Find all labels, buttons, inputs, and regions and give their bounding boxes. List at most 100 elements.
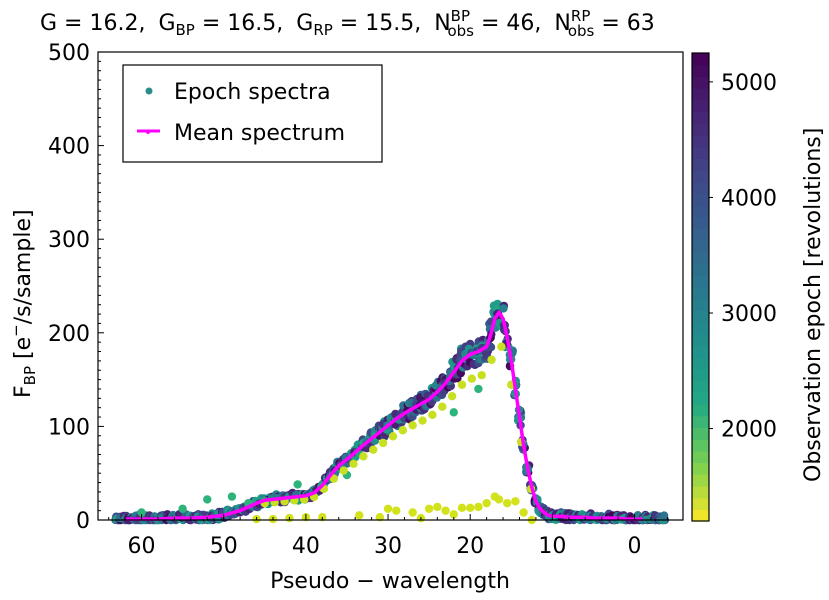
colorbar-tick-label: 2000 (721, 418, 777, 443)
colorbar-segment (692, 205, 709, 218)
colorbar-segment (692, 123, 709, 136)
epoch-point-outlier (424, 504, 434, 513)
colorbar-segment (692, 170, 709, 183)
epoch-point (418, 416, 427, 425)
colorbar-segment (692, 509, 709, 522)
colorbar-segment (692, 497, 709, 510)
colorbar-tick-label: 3000 (721, 302, 777, 327)
colorbar-segment (692, 322, 709, 335)
legend-mean-dot (146, 130, 150, 134)
colorbar-segment (692, 158, 709, 171)
colorbar-segment (692, 146, 709, 159)
colorbar-segment (692, 427, 709, 440)
colorbar-segment (692, 485, 709, 499)
epoch-point (293, 480, 302, 489)
legend-epoch-label: Epoch spectra (174, 80, 331, 105)
y-tick-label: 200 (48, 322, 90, 347)
y-tick-label: 300 (48, 228, 90, 253)
colorbar-segment (692, 474, 709, 487)
colorbar-tick-label: 5000 (721, 71, 777, 96)
colorbar-frame (691, 52, 710, 522)
colorbar-segment (692, 193, 709, 206)
legend-mean-label: Mean spectrum (174, 121, 345, 146)
colorbar-segment (692, 298, 709, 311)
epoch-point (477, 371, 486, 380)
epoch-point (438, 402, 447, 411)
epoch-point (388, 432, 398, 441)
colorbar-segment (692, 251, 709, 265)
x-tick-label: 0 (628, 534, 642, 559)
colorbar-segment (692, 462, 709, 475)
epoch-point-outlier (457, 503, 467, 513)
x-tick-label: 20 (456, 534, 484, 559)
y-axis-title: FBP [e−/s/sample] (7, 209, 39, 398)
epoch-point (349, 459, 358, 469)
epoch-point (408, 421, 417, 430)
colorbar-segment (692, 111, 709, 124)
colorbar-segment (692, 310, 709, 323)
epoch-point-outlier (392, 506, 401, 515)
epoch-point (467, 374, 477, 383)
epoch-point (329, 474, 339, 483)
legend: Epoch spectra Mean spectrum (122, 64, 383, 163)
epoch-point (359, 452, 368, 461)
x-tick-label: 10 (538, 534, 566, 559)
colorbar-tick-label: 4000 (721, 186, 777, 211)
colorbar-segment (692, 392, 709, 405)
chart-title: G = 16.2, GBP = 16.5, GRP = 15.5, NBP obs… (40, 7, 655, 40)
epoch-point-outlier (383, 504, 393, 513)
colorbar-segment (692, 99, 709, 113)
epoch-point (487, 355, 496, 364)
colorbar-segment (692, 88, 709, 101)
colorbar: 2000 3000 4000 5000 (691, 52, 777, 522)
colorbar-segment (692, 333, 709, 347)
colorbar-segment (692, 76, 709, 89)
epoch-point-outlier (474, 502, 483, 512)
epoch-point-outlier (494, 495, 504, 504)
epoch-point (339, 466, 348, 475)
x-axis-title: Pseudo − wavelength (270, 569, 510, 594)
y-tick-label: 400 (48, 135, 90, 160)
x-tick-label: 40 (292, 534, 320, 559)
y-tick-label: 100 (48, 415, 90, 440)
epoch-point (227, 492, 237, 501)
epoch-point (137, 508, 146, 517)
epoch-point (203, 495, 212, 504)
epoch-point (474, 384, 483, 394)
y-tick-label: 0 (76, 509, 90, 534)
colorbar-title: Observation epoch [revolutions] (801, 128, 826, 482)
epoch-point (499, 304, 508, 313)
epoch-point (497, 342, 506, 351)
epoch-point-outlier (519, 508, 528, 517)
x-tick-label: 60 (128, 534, 156, 559)
colorbar-segment (692, 357, 709, 370)
colorbar-segment (692, 240, 709, 253)
epoch-point-outlier (433, 502, 442, 512)
colorbar-segment (692, 287, 709, 300)
colorbar-segment (692, 439, 709, 452)
epoch-point (449, 408, 458, 417)
epoch-point (398, 426, 408, 435)
epoch-point-outlier (482, 498, 491, 508)
plot-area (111, 299, 670, 525)
epoch-point-outlier (441, 506, 450, 515)
x-tick-label: 30 (374, 534, 402, 559)
colorbar-segment (692, 216, 709, 230)
epoch-point-outlier (502, 498, 512, 508)
colorbar-segment (692, 64, 709, 77)
epoch-point (378, 438, 388, 448)
colorbar-segment (692, 228, 709, 241)
colorbar-segment (692, 181, 709, 194)
epoch-point-outlier (375, 512, 385, 522)
epoch-point-outlier (355, 511, 364, 520)
epoch-point (447, 392, 457, 401)
legend-epoch-marker (145, 87, 153, 95)
epoch-point (659, 512, 669, 522)
epoch-point-outlier (511, 497, 520, 506)
colorbar-segment (692, 380, 709, 393)
epoch-point (178, 504, 187, 513)
colorbar-segment (692, 53, 709, 66)
epoch-point (457, 380, 467, 389)
